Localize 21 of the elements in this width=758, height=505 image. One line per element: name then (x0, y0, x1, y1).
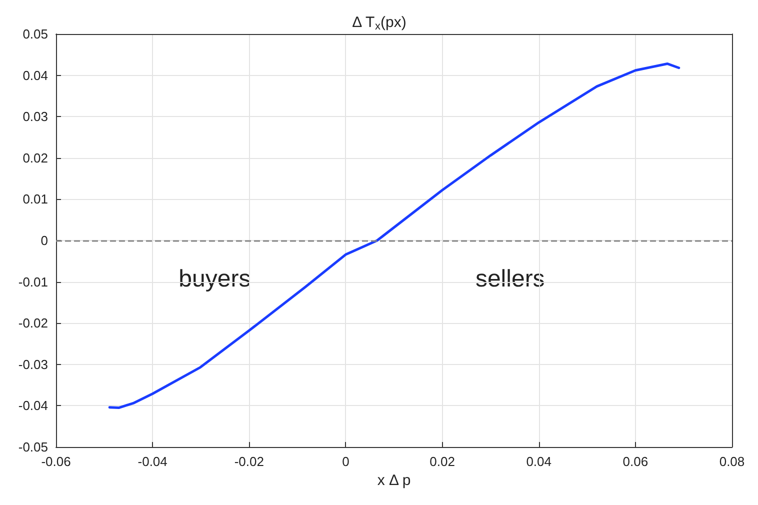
y-tick-label: 0.02 (22, 150, 48, 166)
x-axis-title: x Δ p (377, 472, 411, 489)
y-tick-label: 0.05 (22, 26, 48, 42)
x-tick-label: 0.08 (719, 454, 745, 469)
x-tick-label: -0.04 (138, 454, 168, 469)
x-tick-label: 0.06 (622, 454, 648, 469)
y-tick-label: 0.03 (22, 109, 48, 124)
y-tick-label: -0.05 (18, 440, 48, 454)
x-tick-label: 0 (342, 454, 350, 469)
y-tick-label: -0.03 (18, 356, 48, 372)
y-tick-label: 0 (40, 233, 48, 248)
y-tick-label: 0.04 (22, 68, 48, 83)
y-tick-label: -0.04 (18, 398, 48, 414)
y-tick-label: 0.01 (22, 192, 48, 207)
y-tick-label: -0.01 (18, 274, 48, 290)
x-tick-label: 0.04 (526, 454, 552, 469)
x-tick-label: -0.02 (234, 454, 264, 469)
y-tick-label: -0.02 (18, 316, 48, 331)
line-series (108, 62, 680, 410)
x-tick-label: 0.02 (430, 454, 455, 469)
x-tick-label: -0.06 (41, 454, 71, 469)
